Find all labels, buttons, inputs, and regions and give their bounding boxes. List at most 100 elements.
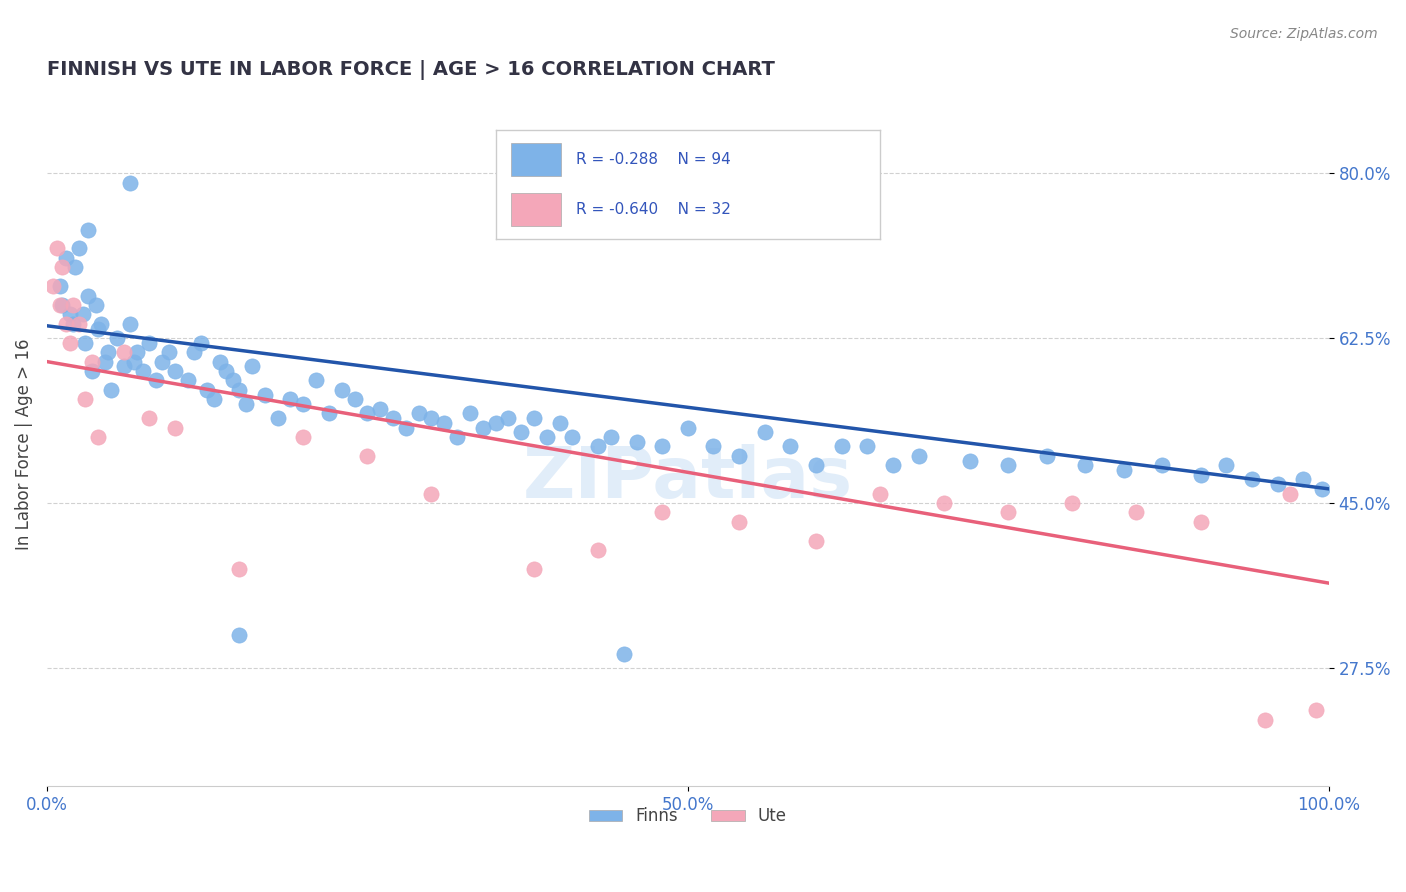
Point: [484, 416, 506, 430]
Point: [626, 434, 648, 449]
Point: [420, 486, 443, 500]
Point: [42, 279, 65, 293]
Point: [59, 335, 82, 350]
Point: [292, 430, 315, 444]
Point: [433, 416, 456, 430]
Point: [90, 317, 112, 331]
Point: [150, 354, 173, 368]
Point: [613, 647, 636, 661]
Point: [266, 411, 288, 425]
Point: [651, 439, 673, 453]
Point: [1152, 458, 1174, 473]
Point: [1074, 458, 1097, 473]
Point: [318, 407, 340, 421]
Text: Source: ZipAtlas.com: Source: ZipAtlas.com: [1230, 27, 1378, 41]
Point: [498, 411, 520, 425]
Point: [523, 411, 546, 425]
Y-axis label: In Labor Force | Age > 16: In Labor Force | Age > 16: [15, 338, 32, 549]
Point: [77, 222, 100, 236]
Point: [59, 308, 82, 322]
Point: [51, 298, 73, 312]
Point: [228, 562, 250, 576]
Point: [536, 430, 558, 444]
Point: [87, 430, 110, 444]
Point: [51, 260, 73, 275]
Point: [235, 397, 257, 411]
Point: [1240, 472, 1263, 486]
Point: [408, 407, 430, 421]
Point: [561, 430, 583, 444]
Point: [120, 176, 142, 190]
Point: [523, 562, 546, 576]
Point: [165, 364, 187, 378]
Point: [190, 335, 212, 350]
Point: [856, 439, 879, 453]
Point: [215, 364, 238, 378]
Point: [997, 458, 1019, 473]
Point: [165, 420, 187, 434]
Point: [1292, 472, 1315, 486]
Point: [934, 496, 956, 510]
Point: [420, 411, 443, 425]
Point: [779, 439, 801, 453]
Point: [368, 401, 391, 416]
Point: [240, 359, 263, 374]
Point: [105, 331, 128, 345]
Point: [728, 515, 751, 529]
Point: [1267, 477, 1289, 491]
Point: [804, 533, 827, 548]
Point: [222, 374, 245, 388]
Point: [831, 439, 853, 453]
Point: [305, 374, 328, 388]
Point: [75, 392, 97, 407]
Point: [1215, 458, 1237, 473]
Point: [125, 345, 148, 359]
Point: [97, 345, 120, 359]
Point: [67, 317, 90, 331]
Point: [75, 335, 97, 350]
Point: [228, 628, 250, 642]
Point: [80, 364, 103, 378]
Point: [804, 458, 827, 473]
Point: [1312, 482, 1334, 496]
Point: [122, 354, 145, 368]
Point: [651, 505, 673, 519]
Point: [1189, 515, 1212, 529]
Point: [586, 439, 609, 453]
Point: [132, 364, 155, 378]
Point: [62, 298, 84, 312]
Point: [93, 354, 115, 368]
Point: [112, 359, 135, 374]
Point: [77, 288, 100, 302]
Point: [882, 458, 904, 473]
Legend: Finns, Ute: Finns, Ute: [582, 801, 793, 832]
Point: [676, 420, 699, 434]
Point: [177, 374, 200, 388]
Point: [1253, 713, 1275, 727]
Point: [55, 251, 77, 265]
Text: ZIPatlas: ZIPatlas: [523, 443, 853, 513]
Point: [702, 439, 724, 453]
Point: [869, 486, 891, 500]
Point: [343, 392, 366, 407]
Point: [62, 317, 84, 331]
Point: [458, 407, 481, 421]
Point: [46, 242, 69, 256]
Point: [292, 397, 315, 411]
Point: [208, 354, 231, 368]
Point: [138, 411, 160, 425]
Point: [728, 449, 751, 463]
Point: [80, 354, 103, 368]
Point: [1189, 467, 1212, 482]
Point: [1035, 449, 1057, 463]
Point: [72, 308, 94, 322]
Text: FINNISH VS UTE IN LABOR FORCE | AGE > 16 CORRELATION CHART: FINNISH VS UTE IN LABOR FORCE | AGE > 16…: [46, 60, 775, 79]
Point: [754, 425, 776, 440]
Point: [395, 420, 418, 434]
Point: [157, 345, 180, 359]
Point: [997, 505, 1019, 519]
Point: [1305, 703, 1327, 717]
Point: [253, 387, 276, 401]
Point: [67, 242, 90, 256]
Point: [1112, 463, 1135, 477]
